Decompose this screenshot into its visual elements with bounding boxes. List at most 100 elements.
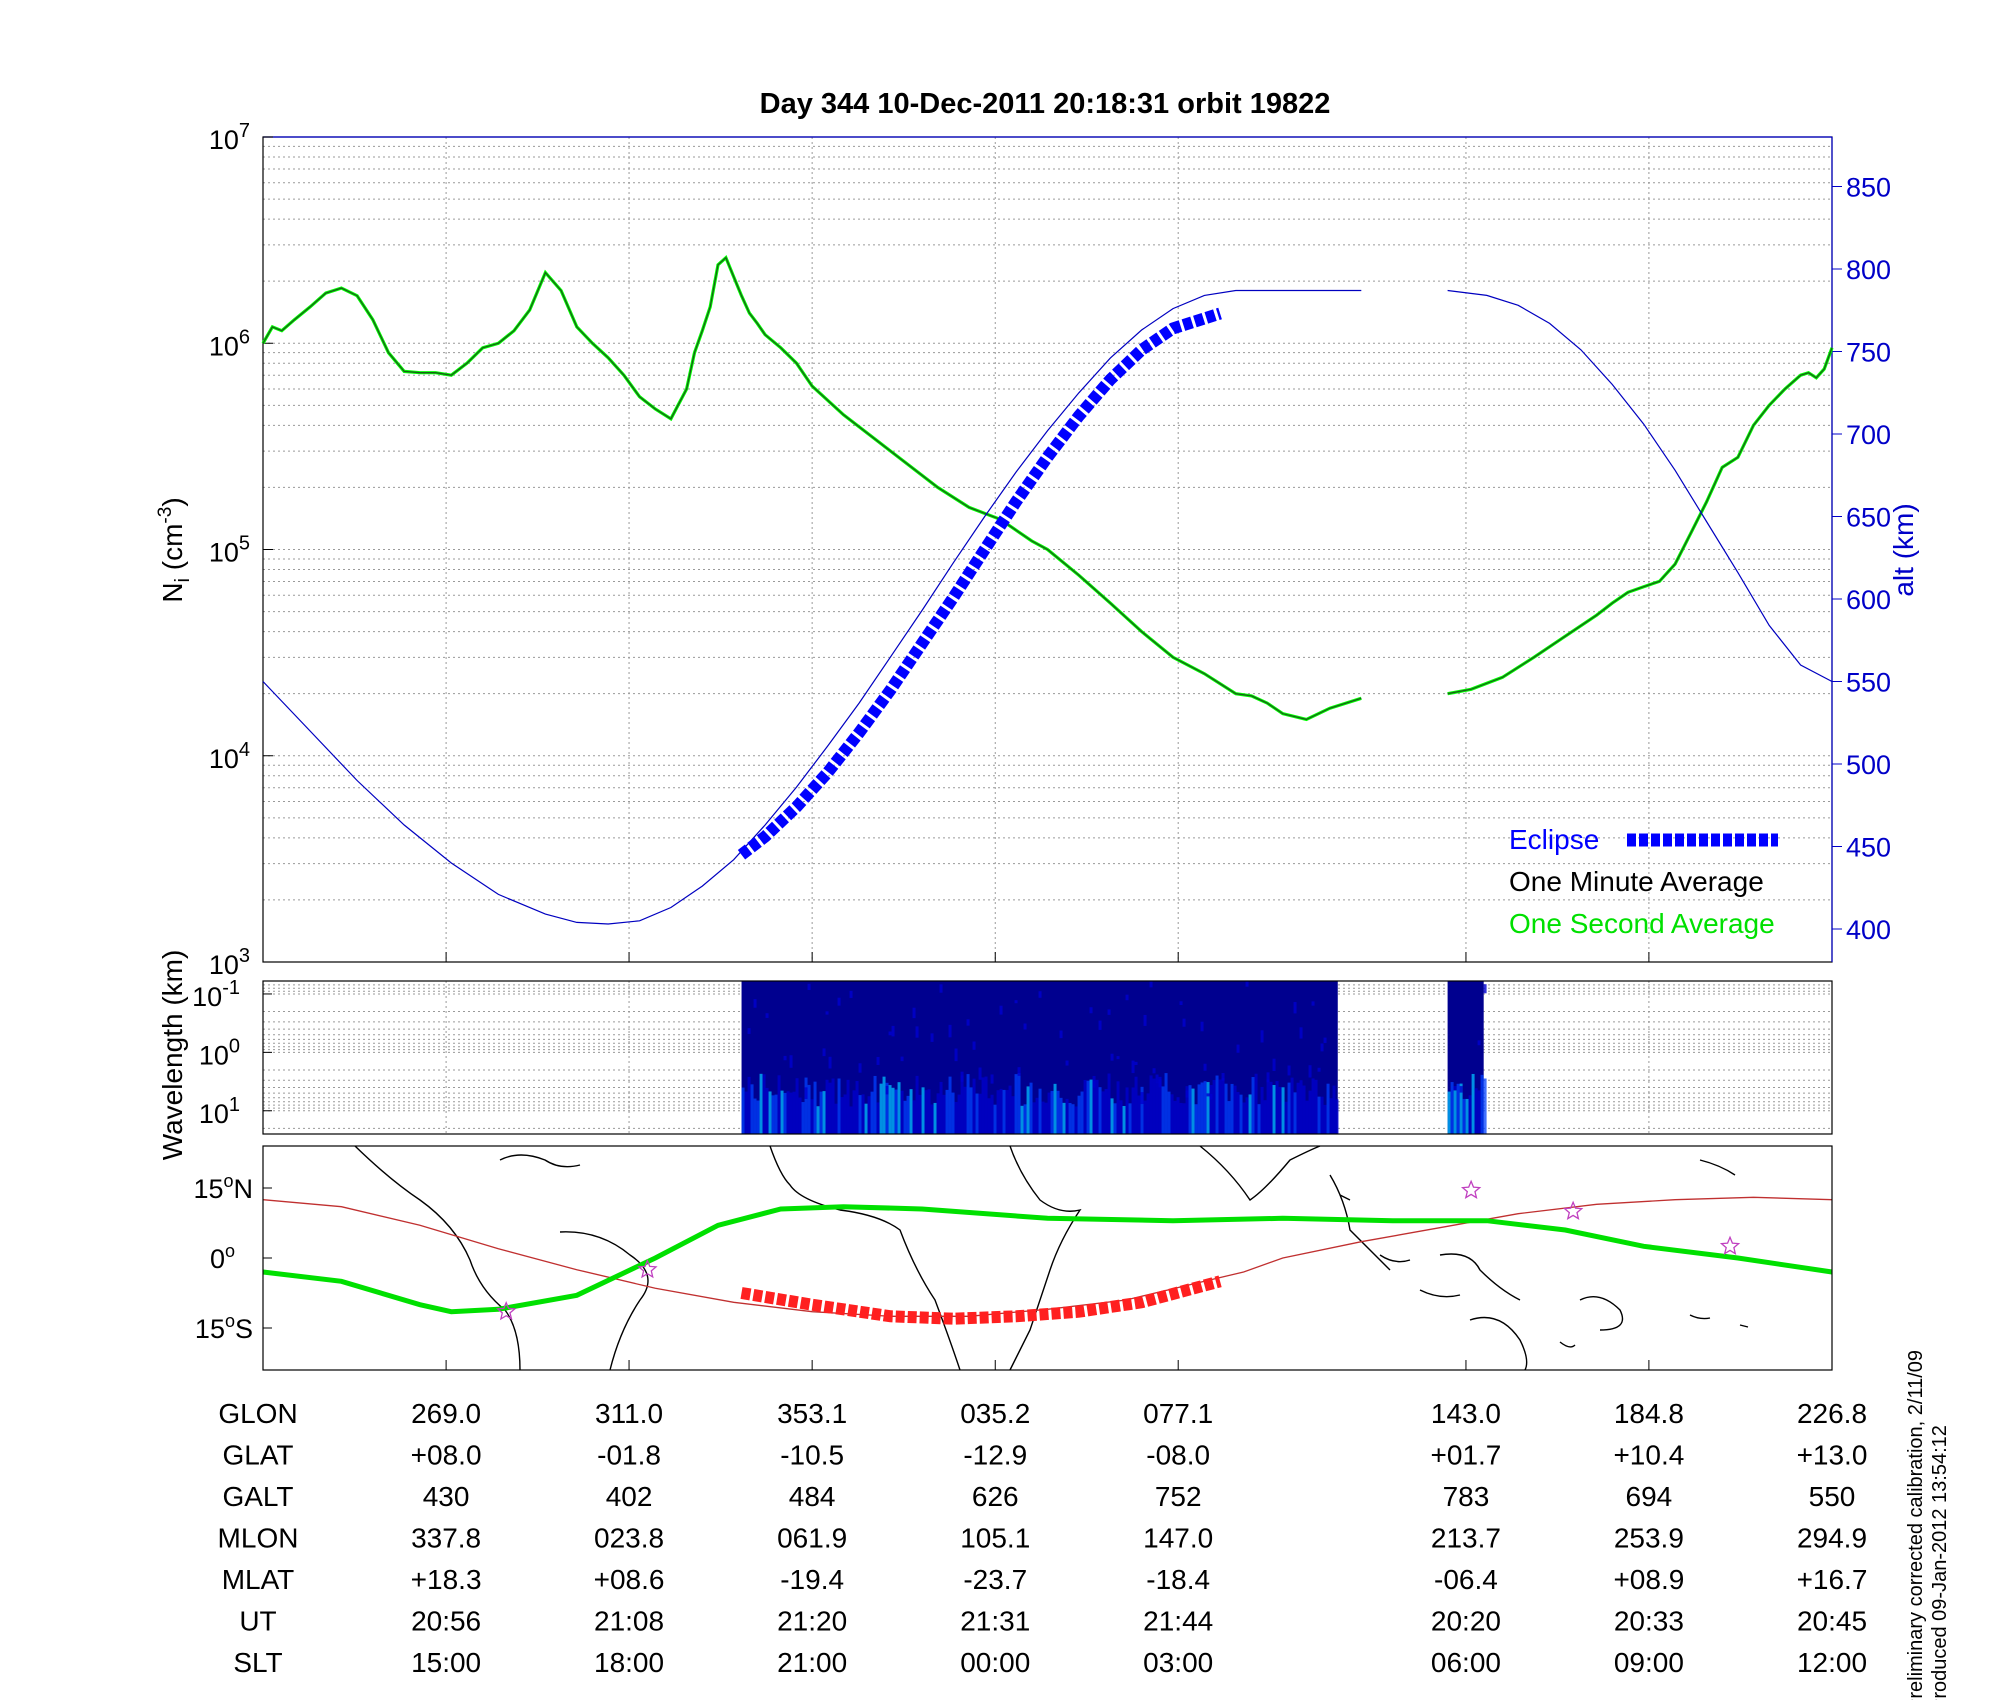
spectrogram-cell [1158,1076,1162,1088]
spectrogram-cell [885,1085,889,1095]
spectrogram-cell [1062,1102,1066,1134]
spectrogram-cell [1107,1009,1111,1015]
spectrogram-cell [882,1076,886,1134]
spectrogram-cell [1167,1091,1171,1134]
spectrogram-cell [1290,1077,1294,1134]
table-cell: 03:00 [1143,1647,1213,1678]
spectrogram-cell [999,1005,1003,1015]
spectrogram-cell [957,1094,961,1134]
table-cell: 253.9 [1614,1523,1684,1554]
spectrogram-cell [1462,1098,1466,1134]
coastline [1199,1145,1321,1201]
table-cell: 21:31 [960,1606,1030,1637]
spectrogram-cell [900,1056,904,1062]
coastline [769,1145,961,1371]
coastline [1689,1314,1749,1328]
spectrogram-cell [1176,1097,1180,1134]
spectrogram-cell [897,1082,901,1134]
spectrogram-cell [1314,1079,1318,1134]
spectrogram-cell [1086,1080,1090,1134]
spectrogram-cell [1453,1090,1457,1134]
table-cell: -19.4 [780,1564,844,1595]
spectrogram-cell [942,1094,946,1134]
table-cell: +08.6 [594,1564,665,1595]
spectrogram-cell [798,1097,802,1134]
y-right-tick-label: 450 [1846,833,1891,863]
y-right-tick-label: 750 [1846,338,1891,368]
spectrogram-cell [1257,1104,1261,1134]
spectrogram-cell [777,1075,781,1134]
spectrogram-cell [1191,1088,1195,1134]
spectrogram-cell [1134,1076,1138,1134]
spectrogram-cell [1131,1060,1135,1074]
spectrogram-cell [1477,1090,1481,1134]
table-row-label: SLT [233,1647,282,1678]
table-cell: 20:33 [1614,1606,1684,1637]
spectrogram-cell [1266,1072,1270,1083]
spectrogram-cell [966,1074,970,1134]
spectrogram-cell [813,1081,817,1134]
spectrogram-cell [1155,1074,1159,1084]
spectrogram-cell [825,1079,829,1134]
spectrogram-cell [1137,1095,1141,1134]
spectrogram-cell [1047,1092,1051,1134]
spectrogram-cell [1116,1056,1120,1060]
spectrogram-cell [996,1090,1000,1134]
table-cell: 18:00 [594,1647,664,1678]
spectrogram-cell [1480,1074,1484,1134]
spectrogram-cell [768,1091,772,1134]
y-tick-label: 107 [209,120,250,155]
spectrogram-cell [825,1011,829,1015]
spectrogram-cell [1459,1086,1463,1093]
spectrogram-cell [969,1087,973,1134]
spectrogram-cell [900,1090,904,1134]
series-one-minute [1447,347,1833,695]
table-cell: 20:45 [1797,1606,1867,1637]
table-cell: 06:00 [1431,1647,1501,1678]
spectrogram-cell [891,1087,895,1134]
spectrogram-cell [1104,1088,1108,1134]
coastline [1329,1174,1391,1271]
spectrogram-cell [1311,1001,1315,1006]
spectrogram-cell [1296,1082,1300,1134]
spectrogram-cell [1209,1085,1213,1134]
spectrogram-cell [1453,1086,1457,1091]
map-star-marker [637,1259,658,1279]
spectrogram-cell [1305,1100,1309,1134]
spectrogram-cell [936,1093,940,1134]
spectrogram-panel: 10-1 100 101 [192,977,1833,1135]
orbit-table: GLON 269.0 311.0 353.1 035.2 077.1 143.0 184.8 2… [218,1398,1868,1678]
spectrogram-cell [1008,1085,1012,1134]
spectrogram-cell [1179,1102,1183,1134]
spectrogram-cell [933,1102,937,1134]
spectrogram-cell [846,1079,850,1134]
spectrogram-cell [1119,1100,1123,1134]
y-right-tick-label: 500 [1846,750,1891,780]
y-tick-label: 15oN [193,1171,253,1204]
spectrogram-cell [1017,1067,1021,1076]
table-cell: 15:00 [411,1647,481,1678]
spectrogram-cell [795,1078,799,1134]
table-cell: -23.7 [963,1564,1027,1595]
legend-label-eclipse: Eclipse [1509,824,1599,855]
spectrogram-cell [981,1077,985,1134]
spectrogram-cell [1206,1082,1210,1134]
table-cell: 550 [1809,1481,1856,1512]
coastline [1009,1145,1082,1371]
spectrogram-cell [1278,1086,1282,1134]
spectrogram-cell [939,1081,943,1134]
footer-produced: Produced 09-Jan-2012 13:54:12 [1929,1425,1951,1700]
spectrogram-cell [1293,1092,1297,1134]
spectrogram-cell [1044,1102,1048,1134]
spectrogram-cell [1308,1090,1312,1134]
table-cell: 09:00 [1614,1647,1684,1678]
spectrogram-cell [771,1095,775,1134]
spectrogram-cell [804,1087,808,1099]
spectrogram-cell [1143,1014,1147,1026]
coastline [354,1145,521,1371]
chart-title: Day 344 10-Dec-2011 20:18:31 orbit 19822 [760,88,1331,120]
spectrogram-cell [1098,1087,1102,1134]
spectrogram-cell [1317,1067,1321,1072]
table-cell: -12.9 [963,1440,1027,1471]
spectrogram-cell [750,1084,754,1134]
